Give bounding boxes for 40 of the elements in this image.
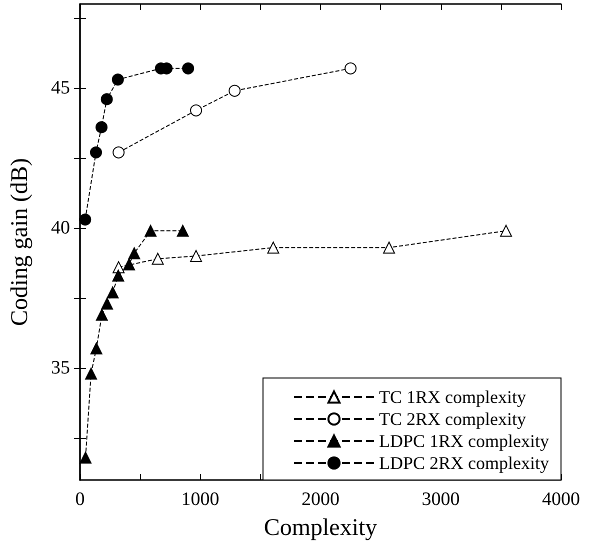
x-tick-label: 0 xyxy=(75,489,85,510)
point xyxy=(190,250,202,262)
point xyxy=(96,121,108,134)
y-tick-label: 45 xyxy=(51,78,70,98)
point xyxy=(500,224,512,237)
legend-label: LDPC 1RX complexity xyxy=(379,431,549,451)
point xyxy=(79,214,92,226)
x-tick-label: 2000 xyxy=(302,489,340,510)
y-tick-label: 35 xyxy=(51,358,70,378)
point xyxy=(152,252,164,265)
point xyxy=(182,62,194,74)
point xyxy=(106,286,119,298)
point xyxy=(101,298,114,310)
y-tick-label: 40 xyxy=(51,218,70,238)
point xyxy=(96,308,108,321)
point xyxy=(90,342,102,354)
point xyxy=(383,242,396,254)
point xyxy=(344,62,357,74)
legend-label: TC 2RX complexity xyxy=(379,409,526,429)
x-axis-title: Complexity xyxy=(264,515,378,541)
point xyxy=(80,452,92,464)
point xyxy=(267,242,280,254)
point xyxy=(190,104,202,116)
legend-label: LDPC 2RX complexity xyxy=(379,453,549,473)
point xyxy=(144,224,157,237)
point xyxy=(85,368,98,380)
y-axis-title: Coding gain (dB) xyxy=(7,158,33,326)
x-tick-label: 3000 xyxy=(422,489,460,510)
point xyxy=(123,258,136,270)
x-tick-label: 1000 xyxy=(181,489,220,510)
legend-label: TC 1RX complexity xyxy=(379,387,526,407)
point xyxy=(112,74,124,86)
point xyxy=(100,93,113,106)
point xyxy=(176,224,189,237)
point xyxy=(228,84,241,97)
point xyxy=(112,270,124,282)
x-tick-label: 4000 xyxy=(542,489,580,510)
point xyxy=(128,247,140,260)
point xyxy=(90,146,102,158)
point xyxy=(112,146,125,158)
